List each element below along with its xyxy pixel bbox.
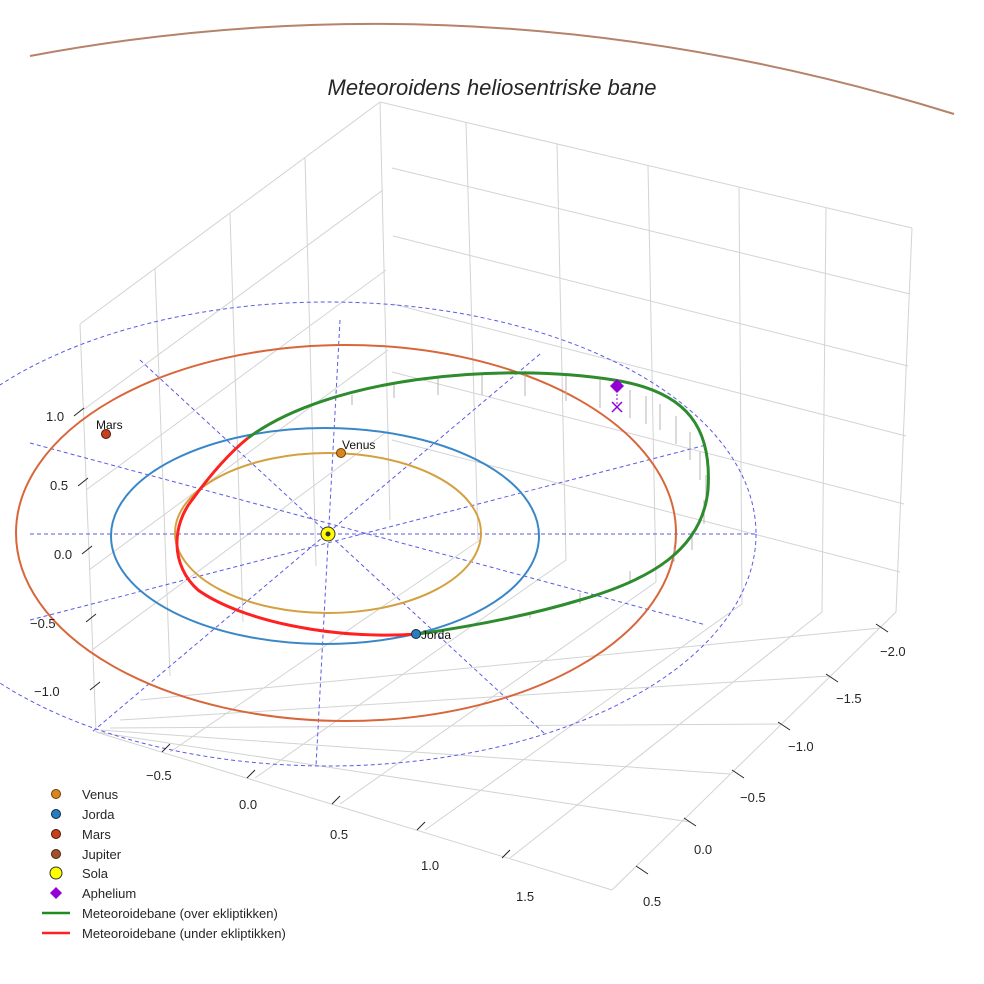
legend-label: Mars	[82, 827, 111, 842]
y-axis: −0.5 0.0 0.5 1.0 1.5	[146, 743, 534, 904]
y-tick-label: 0.5	[330, 827, 348, 842]
venus-orbit	[174, 452, 482, 614]
legend-label: Jupiter	[82, 847, 122, 862]
venus-label: Venus	[342, 438, 375, 452]
z-tick-label: 0.0	[54, 547, 72, 562]
earth-label: Jorda	[421, 628, 451, 642]
legend-mars-marker	[51, 829, 61, 839]
legend-label: Meteoroidebane (over ekliptikken)	[82, 906, 278, 921]
venus-marker	[336, 448, 346, 458]
legend-venus-marker	[51, 789, 61, 799]
legend: Venus Jorda Mars Jupiter Sola Aphelium M…	[42, 787, 286, 941]
z-tick-label: −1.0	[34, 684, 60, 699]
legend-label: Meteoroidebane (under ekliptikken)	[82, 926, 286, 941]
z-tick-label: 0.5	[50, 478, 68, 493]
x-tick-label: −1.0	[788, 739, 814, 754]
legend-sun-marker	[49, 866, 63, 880]
x-axis: −2.0 −1.5 −1.0 −0.5 0.0 0.5	[635, 623, 906, 909]
axes-grid	[79, 101, 913, 891]
legend-label: Venus	[82, 787, 119, 802]
y-tick-label: 0.0	[239, 797, 257, 812]
x-tick-label: −0.5	[740, 790, 766, 805]
z-axis: 1.0 0.5 0.0 −0.5 −1.0	[30, 407, 101, 699]
y-tick-label: 1.0	[421, 858, 439, 873]
y-tick-label: −0.5	[146, 768, 172, 783]
x-tick-label: 0.5	[643, 894, 661, 909]
earth-orbit	[110, 427, 540, 645]
x-tick-label: 0.0	[694, 842, 712, 857]
z-tick-label: 1.0	[46, 409, 64, 424]
aphelion-marker	[610, 379, 624, 393]
meteoroid-orbit-above	[247, 371, 710, 636]
aphelion-projection-marker	[611, 401, 623, 413]
earth-marker	[411, 629, 421, 639]
legend-label: Aphelium	[82, 886, 136, 901]
legend-earth-marker	[51, 809, 61, 819]
x-tick-label: −2.0	[880, 644, 906, 659]
mars-label: Mars	[96, 418, 123, 432]
legend-label: Sola	[82, 866, 109, 881]
legend-aphelion-marker	[50, 887, 62, 899]
mars-orbit	[15, 344, 677, 722]
jupiter-orbit	[29, 22, 955, 115]
mars-marker	[101, 429, 111, 439]
x-tick-label: −1.5	[836, 691, 862, 706]
meteoroid-orbit-below	[175, 436, 419, 637]
y-tick-label: 1.5	[516, 889, 534, 904]
legend-label: Jorda	[82, 807, 115, 822]
chart-title: Meteoroidens heliosentriske bane	[328, 75, 657, 100]
z-tick-label: −0.5	[30, 616, 56, 631]
ecliptic-grid	[0, 301, 757, 767]
sun-marker	[320, 526, 336, 542]
legend-jupiter-marker	[51, 849, 61, 859]
